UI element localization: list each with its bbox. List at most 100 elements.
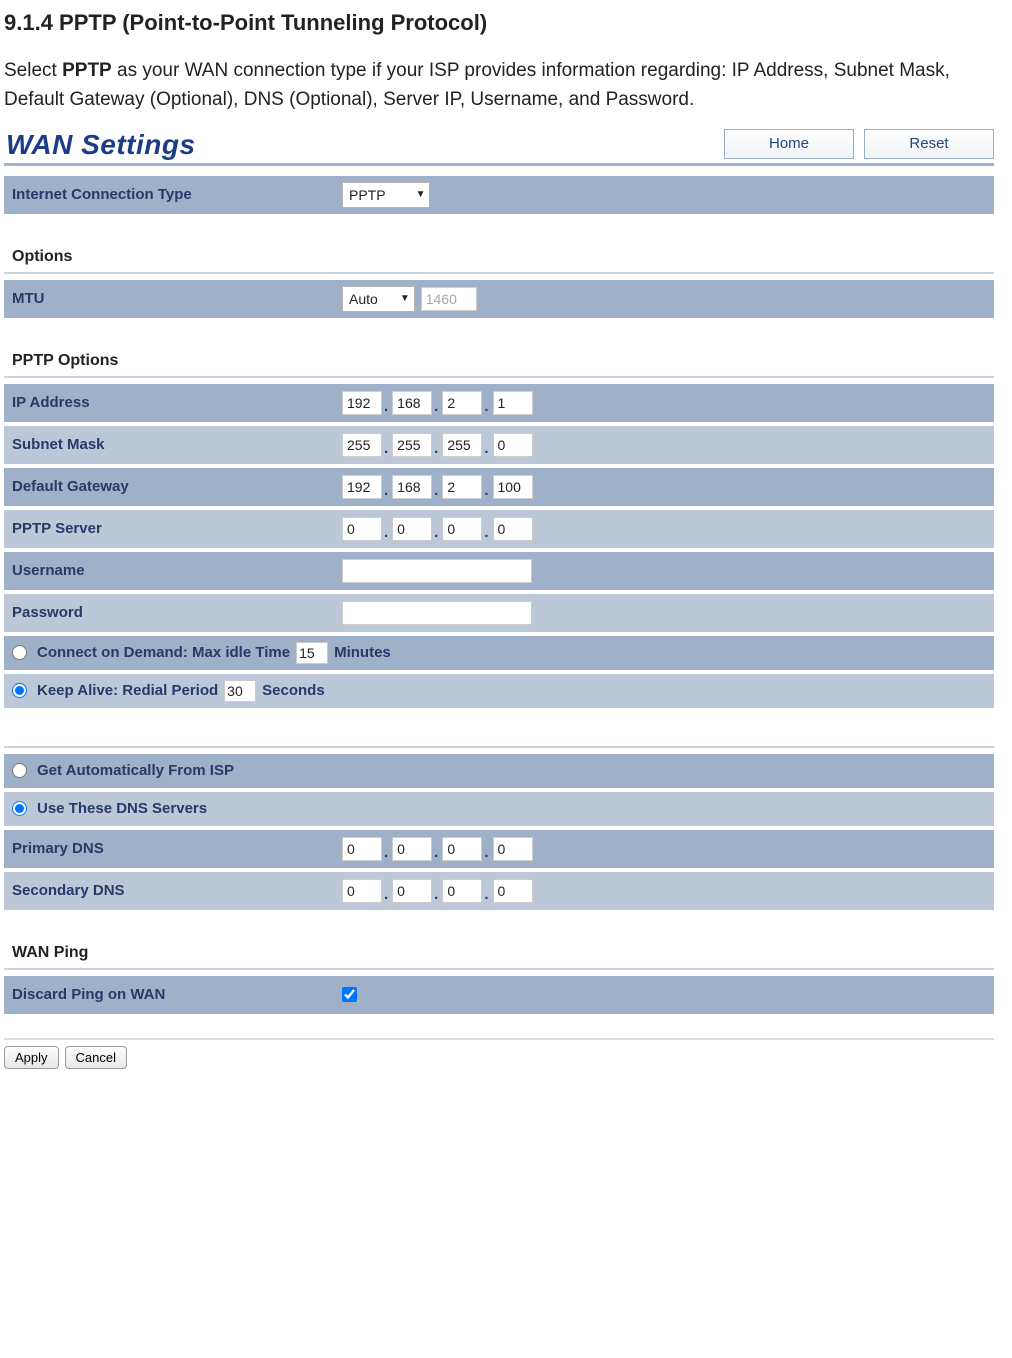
- srv-oct1[interactable]: [342, 517, 382, 541]
- dns-manual-label: Use These DNS Servers: [37, 800, 207, 817]
- row-discard-ping: Discard Ping on WAN: [4, 976, 994, 1014]
- ip-oct3[interactable]: [442, 391, 482, 415]
- label-username: Username: [12, 562, 342, 579]
- home-button[interactable]: Home: [724, 129, 854, 159]
- dot-separator: .: [432, 886, 442, 903]
- row-subnet-mask: Subnet Mask . . .: [4, 426, 994, 464]
- keep-alive-option[interactable]: Keep Alive: Redial Period Seconds: [12, 680, 325, 702]
- label-primary-dns: Primary DNS: [12, 840, 342, 857]
- sdns-oct4[interactable]: [493, 879, 533, 903]
- chevron-down-icon: ▼: [416, 189, 426, 200]
- apply-button[interactable]: Apply: [4, 1046, 59, 1069]
- connection-type-value: PPTP: [349, 187, 386, 203]
- redial-period-input[interactable]: [224, 680, 256, 702]
- pdns-oct3[interactable]: [442, 837, 482, 861]
- connect-on-demand-option[interactable]: Connect on Demand: Max idle Time Minutes: [12, 642, 391, 664]
- section-divider: [4, 746, 994, 748]
- pdns-oct2[interactable]: [392, 837, 432, 861]
- mtu-value-input[interactable]: [421, 287, 477, 311]
- dot-separator: .: [382, 524, 392, 541]
- label-mtu: MTU: [12, 290, 342, 307]
- pptp-server-field: . . .: [342, 517, 533, 541]
- dot-separator: .: [482, 844, 492, 861]
- ip-oct2[interactable]: [392, 391, 432, 415]
- label-discard-ping: Discard Ping on WAN: [12, 986, 342, 1003]
- connect-on-demand-radio[interactable]: [12, 645, 27, 660]
- connect-demand-suffix: Minutes: [334, 644, 391, 661]
- form-buttons: Apply Cancel: [4, 1046, 994, 1069]
- label-subnet-mask: Subnet Mask: [12, 436, 342, 453]
- srv-oct2[interactable]: [392, 517, 432, 541]
- dot-separator: .: [432, 482, 442, 499]
- bottom-divider: [4, 1038, 994, 1040]
- dot-separator: .: [382, 440, 392, 457]
- ip-oct1[interactable]: [342, 391, 382, 415]
- dns-manual-option[interactable]: Use These DNS Servers: [12, 800, 207, 817]
- label-ip-address: IP Address: [12, 394, 342, 411]
- gw-oct2[interactable]: [392, 475, 432, 499]
- mask-oct3[interactable]: [442, 433, 482, 457]
- dot-separator: .: [482, 482, 492, 499]
- section-divider: [4, 272, 994, 274]
- section-options-title: Options: [12, 248, 994, 266]
- reset-button[interactable]: Reset: [864, 129, 994, 159]
- row-secondary-dns: Secondary DNS . . .: [4, 872, 994, 910]
- panel-title: WAN Settings: [6, 129, 196, 161]
- row-mtu: MTU Auto ▼: [4, 280, 994, 318]
- discard-ping-checkbox[interactable]: [342, 987, 357, 1002]
- section-divider: [4, 376, 994, 378]
- dot-separator: .: [432, 398, 442, 415]
- label-default-gateway: Default Gateway: [12, 478, 342, 495]
- sdns-oct2[interactable]: [392, 879, 432, 903]
- keep-alive-prefix: Keep Alive: Redial Period: [37, 682, 218, 699]
- dot-separator: .: [432, 844, 442, 861]
- row-password: Password: [4, 594, 994, 632]
- row-default-gateway: Default Gateway . . .: [4, 468, 994, 506]
- keep-alive-radio[interactable]: [12, 683, 27, 698]
- row-connection-type: Internet Connection Type PPTP ▼: [4, 176, 994, 214]
- label-pptp-server: PPTP Server: [12, 520, 342, 537]
- row-ip-address: IP Address . . .: [4, 384, 994, 422]
- max-idle-time-input[interactable]: [296, 642, 328, 664]
- dot-separator: .: [382, 398, 392, 415]
- wan-settings-panel: WAN Settings Home Reset Internet Connect…: [4, 129, 994, 1069]
- dns-auto-radio[interactable]: [12, 763, 27, 778]
- mask-oct2[interactable]: [392, 433, 432, 457]
- dot-separator: .: [382, 482, 392, 499]
- password-input[interactable]: [342, 601, 532, 625]
- ip-oct4[interactable]: [493, 391, 533, 415]
- cancel-button[interactable]: Cancel: [65, 1046, 127, 1069]
- gw-oct3[interactable]: [442, 475, 482, 499]
- pdns-oct4[interactable]: [493, 837, 533, 861]
- username-input[interactable]: [342, 559, 532, 583]
- srv-oct4[interactable]: [493, 517, 533, 541]
- mask-oct4[interactable]: [493, 433, 533, 457]
- row-dns-auto: Get Automatically From ISP: [4, 754, 994, 788]
- section-wanping-title: WAN Ping: [12, 944, 994, 962]
- label-connection-type: Internet Connection Type: [12, 186, 342, 203]
- dns-auto-option[interactable]: Get Automatically From ISP: [12, 762, 234, 779]
- keep-alive-suffix: Seconds: [262, 682, 325, 699]
- secondary-dns-field: . . .: [342, 879, 533, 903]
- sdns-oct1[interactable]: [342, 879, 382, 903]
- sdns-oct3[interactable]: [442, 879, 482, 903]
- dot-separator: .: [482, 398, 492, 415]
- row-pptp-server: PPTP Server . . .: [4, 510, 994, 548]
- gw-oct4[interactable]: [493, 475, 533, 499]
- pdns-oct1[interactable]: [342, 837, 382, 861]
- connection-type-select[interactable]: PPTP ▼: [342, 182, 430, 208]
- srv-oct3[interactable]: [442, 517, 482, 541]
- para-suffix: as your WAN connection type if your ISP …: [4, 60, 950, 110]
- section-divider: [4, 968, 994, 970]
- row-username: Username: [4, 552, 994, 590]
- doc-section-heading: 9.1.4 PPTP (Point-to-Point Tunneling Pro…: [4, 10, 1008, 36]
- dns-auto-label: Get Automatically From ISP: [37, 762, 234, 779]
- mask-oct1[interactable]: [342, 433, 382, 457]
- mtu-mode-select[interactable]: Auto ▼: [342, 286, 415, 312]
- dot-separator: .: [432, 440, 442, 457]
- header-buttons: Home Reset: [724, 129, 994, 159]
- dns-manual-radio[interactable]: [12, 801, 27, 816]
- gw-oct1[interactable]: [342, 475, 382, 499]
- dot-separator: .: [432, 524, 442, 541]
- section-pptp-title: PPTP Options: [12, 352, 994, 370]
